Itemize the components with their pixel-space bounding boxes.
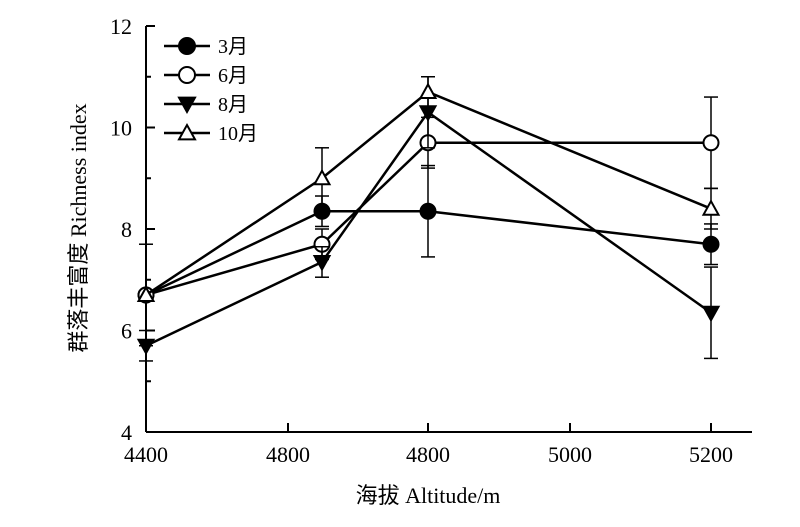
x-tick-label: 5000	[548, 442, 592, 467]
series-4	[136, 76, 721, 302]
legend-item-1: 3月	[164, 36, 248, 58]
legend-marker	[177, 96, 197, 115]
x-tick-label: 4800	[266, 442, 310, 467]
y-tick-label: 8	[121, 217, 132, 242]
data-point	[701, 305, 721, 323]
data-point	[702, 235, 720, 253]
series-line	[145, 110, 712, 347]
series-layer	[136, 76, 721, 362]
series-line	[145, 90, 712, 297]
x-tick-label: 4800	[406, 442, 450, 467]
data-point	[419, 202, 437, 220]
legend-marker	[177, 122, 197, 141]
x-tick-label: 5200	[689, 442, 733, 467]
legend-item-3: 8月	[164, 94, 248, 116]
y-tick-label: 6	[121, 319, 132, 344]
legend-label: 6月	[218, 65, 248, 87]
legend: 3月 6月 8月 10月	[164, 36, 258, 145]
series-line	[145, 209, 712, 297]
legend-item-2: 6月	[164, 65, 248, 87]
data-point	[312, 254, 332, 272]
y-tick-label: 12	[110, 14, 132, 39]
data-point	[702, 134, 720, 152]
legend-label: 3月	[218, 36, 248, 58]
x-axis-title: 海拔 Altitude/m	[356, 483, 501, 508]
legend-marker	[178, 66, 196, 84]
data-point	[701, 199, 721, 216]
x-tick-label: 4400	[124, 442, 168, 467]
legend-marker	[178, 37, 196, 55]
data-point	[136, 338, 156, 356]
series-line	[145, 141, 711, 297]
data-point	[136, 285, 156, 302]
y-tick-label: 4	[121, 420, 132, 445]
y-axis-title: 群落丰富度 Richness index	[66, 103, 91, 352]
ticks: 4400 4800 4800 5000 5200 4 6 8 10 12	[110, 14, 733, 467]
data-point	[418, 82, 438, 99]
series-2	[137, 96, 720, 304]
legend-item-4: 10月	[164, 122, 258, 145]
legend-label: 8月	[218, 94, 248, 116]
y-tick-label: 10	[110, 116, 132, 141]
data-point	[312, 168, 332, 186]
legend-label: 10月	[218, 123, 258, 145]
